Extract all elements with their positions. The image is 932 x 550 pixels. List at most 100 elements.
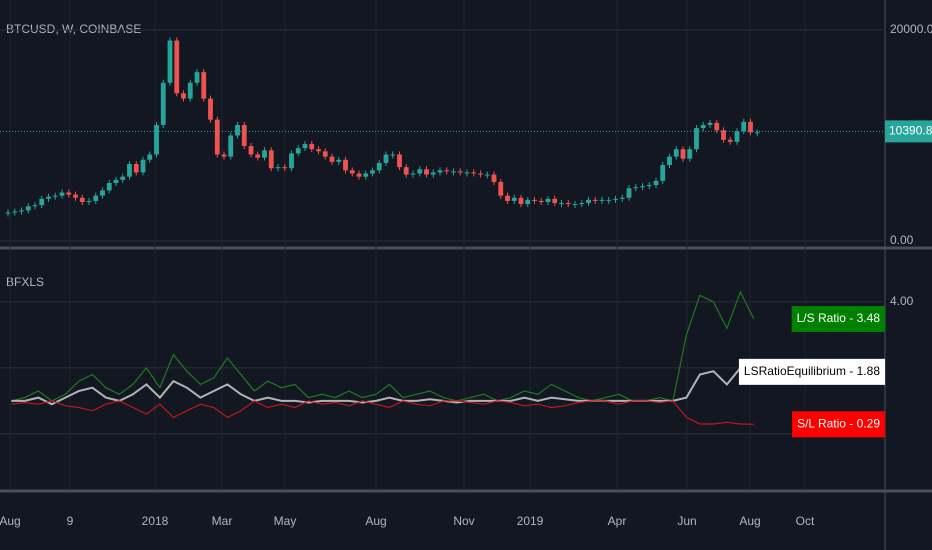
candle (262, 150, 267, 158)
candle (545, 198, 551, 202)
candle (437, 170, 443, 173)
candle (113, 179, 119, 183)
candle (457, 171, 463, 173)
candle (59, 192, 65, 196)
x-tick-label: Aug (739, 514, 760, 528)
candle (626, 188, 632, 198)
x-tick-label: Nov (453, 514, 474, 528)
candle (106, 182, 112, 191)
candle (147, 154, 153, 160)
candle (295, 148, 301, 154)
candle (721, 130, 726, 140)
candle (120, 176, 126, 180)
candle (302, 143, 308, 149)
candle (464, 172, 470, 174)
candle (46, 196, 51, 199)
candle (86, 200, 92, 202)
x-tick-label: Oct (796, 514, 815, 528)
value-label-box (738, 358, 885, 385)
candle (316, 149, 321, 152)
candle (383, 154, 389, 163)
candle (343, 159, 348, 171)
candle (518, 197, 524, 205)
candle (727, 139, 733, 142)
candle (680, 149, 686, 159)
candle (93, 195, 99, 201)
value-label-box (792, 411, 885, 438)
candle (741, 121, 747, 132)
y-tick-label: 0.00 (890, 233, 914, 247)
candle (694, 128, 699, 150)
candle (687, 149, 693, 159)
candle (619, 197, 625, 199)
candle (39, 198, 45, 206)
value-label-box (791, 306, 885, 333)
candle (160, 82, 166, 125)
candle (289, 153, 294, 169)
x-tick-label: May (274, 514, 297, 528)
candle (586, 199, 591, 204)
candle (167, 40, 173, 83)
value-label: LSRatioEquilibrium - 1.88 (744, 364, 880, 378)
candle (410, 173, 416, 175)
value-label: S/L Ratio - 0.29 (797, 416, 880, 430)
candle (532, 199, 537, 201)
candle (363, 173, 369, 177)
candle (673, 149, 679, 157)
candle (12, 211, 18, 213)
candle (248, 146, 254, 155)
candle (505, 195, 510, 201)
candle (181, 93, 186, 99)
candle (471, 172, 477, 174)
candle (444, 170, 450, 172)
candle (572, 204, 578, 206)
candle (599, 199, 605, 201)
candle (275, 167, 281, 169)
candle (424, 169, 429, 175)
candle (538, 200, 544, 202)
candle (221, 154, 227, 157)
candle (241, 124, 247, 147)
candle (511, 197, 517, 201)
candle (25, 206, 31, 211)
candle (140, 159, 146, 173)
candle (376, 162, 382, 171)
candle (700, 124, 706, 129)
candle (613, 198, 618, 200)
candle (734, 131, 740, 142)
candle (754, 132, 760, 134)
candle (403, 167, 409, 175)
last-price-box (885, 120, 932, 143)
x-tick-label: Aug (0, 514, 21, 528)
x-tick-label: Apr (608, 514, 627, 528)
candle (32, 205, 38, 207)
candle (322, 151, 328, 157)
pane-title: BFXLS (6, 275, 44, 289)
candle (451, 171, 456, 173)
candle (397, 154, 402, 168)
candle (653, 180, 659, 186)
candle (606, 199, 612, 201)
value-label: L/S Ratio - 3.48 (797, 311, 881, 325)
candle (491, 174, 497, 182)
candle (19, 210, 24, 212)
candle (5, 212, 11, 214)
candle (748, 121, 753, 133)
candle (565, 203, 571, 205)
ratio-line (11, 290, 755, 402)
last-price-label: 10390.89 (889, 124, 932, 138)
candle (228, 135, 234, 157)
candle (552, 198, 558, 204)
x-tick-label: 9 (67, 514, 74, 528)
candle (309, 143, 315, 150)
y-tick-label: 20000.00 (890, 22, 932, 36)
candle (525, 199, 531, 205)
candle (349, 170, 355, 174)
candle (187, 82, 193, 99)
candle (498, 181, 504, 196)
x-tick-label: Mar (212, 514, 233, 528)
candle (127, 163, 132, 177)
candle (194, 72, 200, 83)
